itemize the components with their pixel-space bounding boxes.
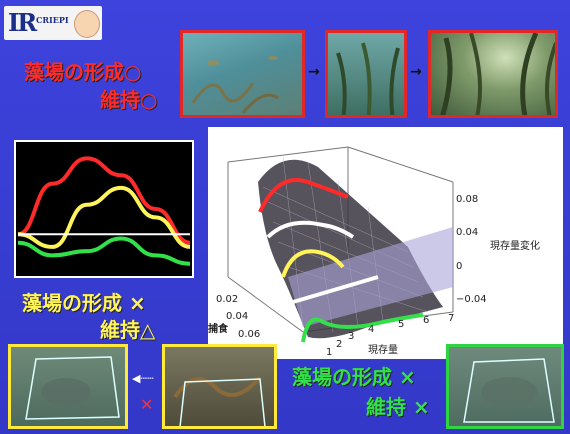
photo-seaweed-forest-art <box>440 33 555 115</box>
line-plot-svg <box>17 156 191 266</box>
x-tick-2: 0.04 <box>226 311 248 322</box>
top-caption-line2: 維持○ <box>100 88 158 112</box>
top-caption-line1: 藻場の形成○ <box>24 60 142 84</box>
y-tick-2: 2 <box>336 339 342 350</box>
x-tick-3: 0.06 <box>238 329 260 340</box>
y-tick-4: 4 <box>368 324 374 335</box>
photo-barren-1 <box>8 344 128 429</box>
photo-barren-2-art <box>173 375 266 426</box>
z-tick-1: 0.08 <box>456 194 478 205</box>
surface-curve-white <box>266 220 355 239</box>
left-caption-line1: 藻場の形成 × <box>22 291 146 315</box>
surface-plot-panel: 0.08 0.04 0 −0.04 現存量変化 0.02 0.04 0.06 捕… <box>208 127 563 359</box>
line-plot <box>14 140 194 278</box>
z-tick-2: 0.04 <box>456 227 478 238</box>
surface-curve-red <box>258 178 349 213</box>
z-axis-label: 現存量変化 <box>490 239 540 252</box>
zero-plane <box>288 227 453 327</box>
photo-barren-3 <box>446 344 564 429</box>
y-tick-5: 5 <box>398 319 404 330</box>
right-caption-line2: 維持 × <box>366 395 430 419</box>
z-axis-ticks: 0.08 0.04 0 −0.04 <box>456 194 487 305</box>
photo-seaweed-forest <box>428 30 558 118</box>
surface-curve-green <box>301 313 424 343</box>
x-axis-label: 捕食 <box>208 322 229 335</box>
photo-barren-3-art <box>463 358 555 423</box>
right-caption-line1: 藻場の形成 × <box>292 365 416 389</box>
photo-barren-2 <box>162 344 277 429</box>
photo-seaweed-mid-art <box>336 42 400 115</box>
y-tick-1: 1 <box>326 347 332 358</box>
z-tick-3: 0 <box>456 261 462 272</box>
z-tick-4: −0.04 <box>456 294 487 305</box>
y-tick-3: 3 <box>348 331 354 342</box>
photo-barren-1-art <box>25 356 120 420</box>
surface-curve-yellow <box>281 249 345 278</box>
photo-seaweed-early <box>180 30 305 118</box>
photo-seaweed-mid <box>325 30 407 118</box>
x-tick-1: 0.02 <box>216 294 238 305</box>
left-caption-line2: 維持△ <box>100 318 156 342</box>
dotted-arrow-left: ◀┄┄ <box>132 372 154 385</box>
arrow-right-1: → <box>308 64 320 80</box>
y-tick-7: 7 <box>448 313 454 324</box>
x-axis-ticks: 0.02 0.04 0.06 <box>216 294 260 340</box>
cross-mark: ✕ <box>140 395 154 414</box>
y-axis-ticks: 1 2 3 4 5 6 7 <box>326 313 454 358</box>
surface-plot-svg: 0.08 0.04 0 −0.04 現存量変化 0.02 0.04 0.06 捕… <box>208 146 540 358</box>
surface-line-white <box>292 275 379 304</box>
criepi-logo: IR CRIEPI <box>4 6 102 40</box>
line-series-2 <box>17 236 191 266</box>
y-tick-6: 6 <box>423 315 429 326</box>
logo-org-text: CRIEPI <box>36 15 69 25</box>
line-series-1 <box>17 185 191 249</box>
mascot-icon <box>74 10 100 38</box>
y-axis-label: 現存量 <box>368 343 398 356</box>
line-series-0 <box>17 156 191 245</box>
logo-ir-text: IR <box>8 8 37 37</box>
photo-seaweed-early-art <box>191 56 279 114</box>
arrow-right-2: → <box>410 64 422 80</box>
